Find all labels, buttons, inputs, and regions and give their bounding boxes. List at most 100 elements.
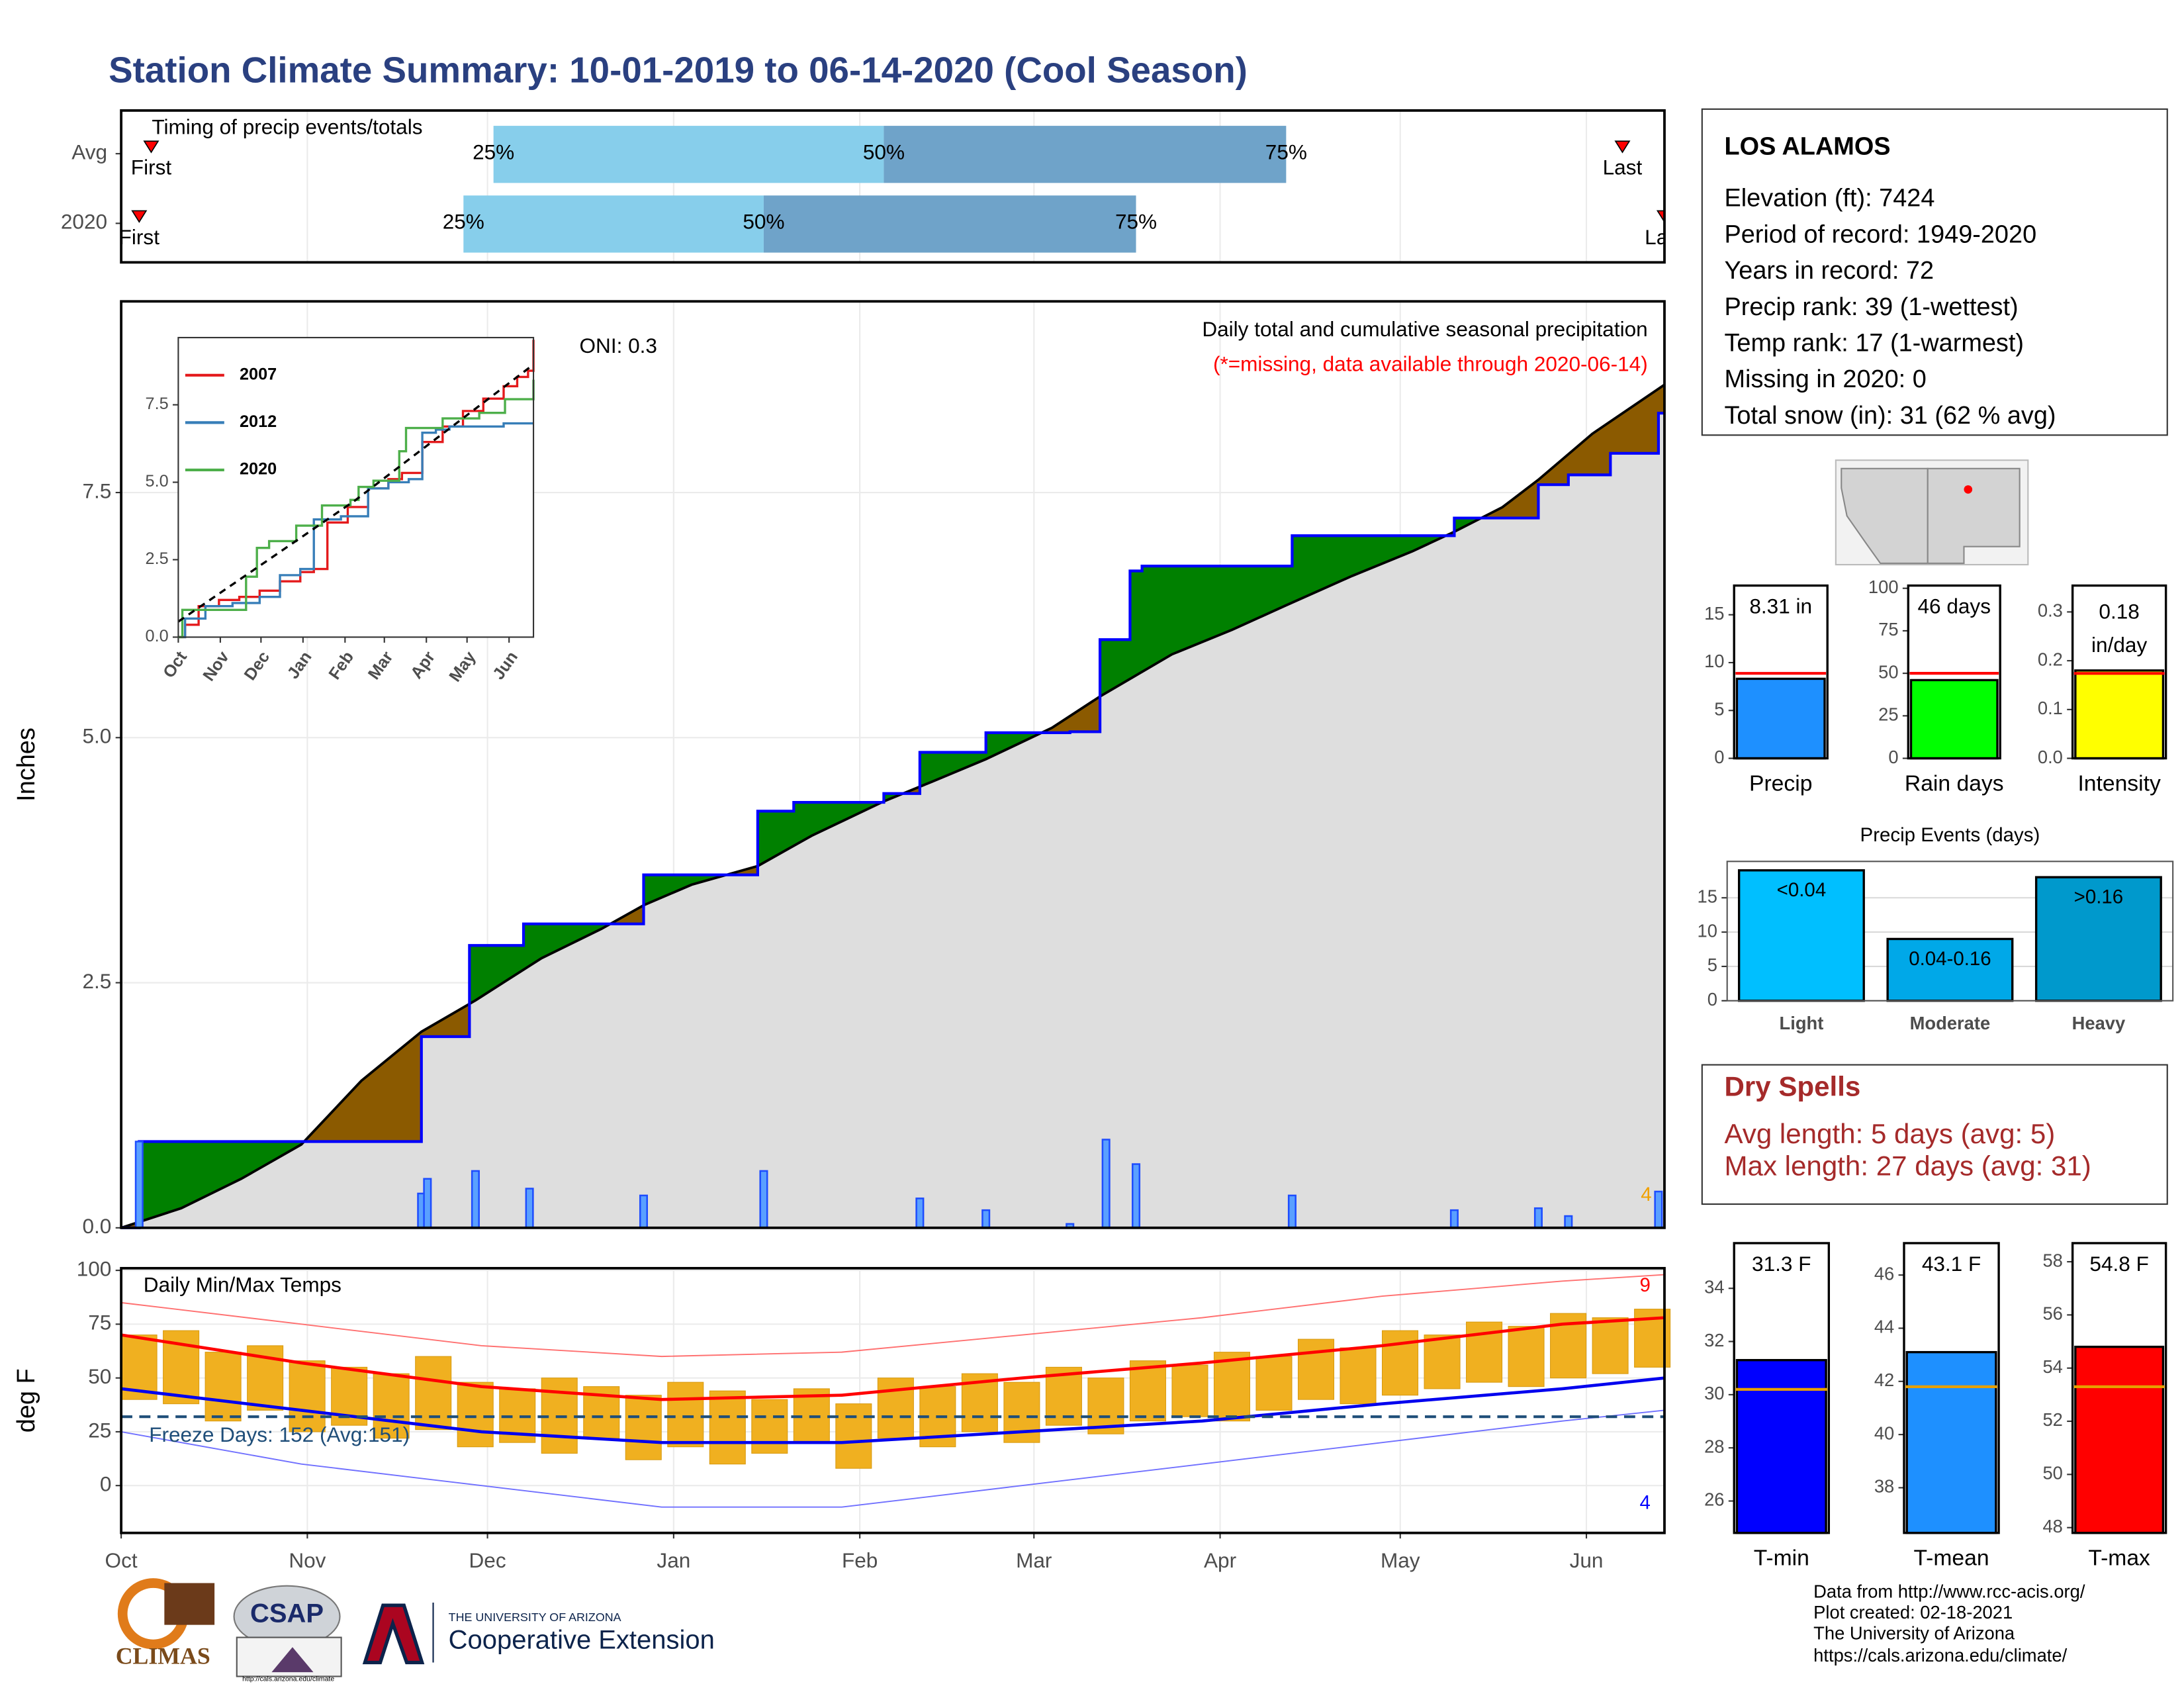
daily-temp-range: [877, 1378, 914, 1439]
freeze-label: Freeze Days: 152 (Avg:151): [149, 1423, 410, 1446]
y-tick-label: 0: [100, 1472, 112, 1496]
bar: [2074, 669, 2165, 760]
legend-label: 2012: [240, 412, 277, 431]
quantile-label: 75%: [1265, 140, 1307, 164]
legend-label: 2020: [240, 460, 277, 479]
panel-border: [1907, 584, 2001, 760]
y-tick-label: 0.1: [2038, 698, 2063, 718]
daily-precip-bar: [1654, 1190, 1663, 1229]
x-tick-label: Jan: [657, 1548, 690, 1572]
timeline-title: Timing of precip events/totals: [152, 115, 422, 139]
station-line: Missing in 2020: 0: [1724, 365, 1926, 393]
daily-temp-range: [835, 1403, 872, 1469]
y-tick-label: 10: [1704, 651, 1724, 671]
y-tick-label: 2.5: [83, 969, 112, 993]
y-tick-label: 38: [1874, 1476, 1894, 1497]
daily-precip-bar: [759, 1170, 768, 1229]
event-label: Last: [1645, 225, 1684, 249]
daily-temp-range: [709, 1390, 746, 1465]
y-tick-label: 15: [1704, 603, 1724, 624]
station-line: Temp rank: 17 (1-warmest): [1724, 330, 2024, 357]
y-tick-label: 50: [1878, 661, 1898, 682]
record-min-line: [120, 1409, 1665, 1508]
y-tick-label: 0.0: [83, 1214, 112, 1238]
station-box-frame: [1701, 108, 2168, 436]
bar: [1909, 679, 1999, 760]
y-axis-label: deg F: [13, 1368, 40, 1432]
end-note: 4: [1641, 1184, 1651, 1205]
panel-border: [1733, 1242, 1831, 1534]
x-tick-label: T-max: [2088, 1546, 2150, 1571]
y-tick-label: 5: [1707, 955, 1717, 975]
y-tick-label: 46: [1874, 1263, 1894, 1284]
average-line: [177, 363, 535, 623]
x-tick-label: Light: [1780, 1013, 1824, 1033]
event-label: First: [119, 225, 160, 249]
y-tick-label: 0.0: [2038, 747, 2063, 767]
daily-temp-range: [625, 1395, 662, 1460]
x-tick-label: Moderate: [1910, 1013, 1991, 1033]
x-tick-label: Rain days: [1905, 771, 2004, 796]
bar-label: <0.04: [1777, 879, 1827, 901]
panel-border: [120, 109, 1666, 264]
quantile-bar: [884, 126, 1287, 183]
daily-precip-bar: [915, 1197, 925, 1229]
common-area: [121, 413, 1664, 1228]
y-tick-label: 54: [2042, 1356, 2062, 1377]
record-max-line: [120, 1274, 1665, 1358]
y-tick-label: 25: [88, 1418, 111, 1442]
chart-title: Daily Min/Max Temps: [144, 1273, 341, 1297]
credit-line: Plot created: 02-18-2021: [1813, 1602, 2013, 1622]
panel-border: [120, 300, 1666, 1229]
csap-logo-text: CSAP: [250, 1599, 324, 1628]
y-tick-label: 7.5: [146, 395, 169, 413]
credits: Data from http://www.rcc-acis.org/ Plot …: [1813, 1581, 2085, 1665]
event-marker: [1614, 140, 1631, 154]
daily-temp-range: [289, 1360, 326, 1432]
quantile-bar: [493, 126, 884, 183]
locator-map: [1835, 459, 2029, 566]
daily-temp-range: [1171, 1364, 1208, 1417]
normal-max-line: [120, 1316, 1665, 1401]
event-marker: [131, 210, 148, 223]
credit-line: The University of Arizona: [1813, 1623, 2015, 1644]
daily-precip-bar: [639, 1194, 649, 1229]
chart-title: Daily total and cumulative seasonal prec…: [1202, 317, 1647, 341]
y-tick-label: 5.0: [83, 724, 112, 748]
y-tick-label: 15: [1698, 886, 1717, 906]
event-marker: [1656, 210, 1664, 223]
daily-temp-range: [1424, 1335, 1461, 1389]
event-label: Last: [1603, 156, 1643, 179]
chart-subtitle: (*=missing, data available through 2020-…: [1213, 352, 1648, 375]
daily-precip-bar: [134, 1141, 144, 1229]
state-shape: [1927, 467, 2021, 564]
x-tick-label: T-min: [1754, 1546, 1809, 1571]
value-label: 43.1 F: [1922, 1252, 1981, 1276]
dry-spells-title: Dry Spells: [1724, 1070, 1860, 1102]
ua-logo-text: THE UNIVERSITY OF ARIZONA: [449, 1611, 621, 1624]
x-tick-label: T-mean: [1913, 1546, 1989, 1571]
quantile-label: 50%: [863, 140, 905, 164]
panel-border: [177, 336, 535, 638]
y-tick-label: 34: [1704, 1276, 1724, 1297]
x-tick-label: Jun: [1570, 1548, 1604, 1572]
daily-temp-range: [751, 1399, 788, 1454]
x-tick-label: Dec: [469, 1548, 506, 1572]
daily-precip-bar: [525, 1188, 534, 1229]
bar: [1737, 869, 1865, 1002]
quantile-label: 75%: [1115, 210, 1157, 234]
y-tick-label: 0.0: [146, 627, 169, 645]
extreme-count: 4: [1640, 1491, 1651, 1513]
value-label: 54.8 F: [2089, 1252, 2148, 1276]
y-tick-label: 44: [1874, 1317, 1894, 1337]
x-tick-label: Precip: [1749, 771, 1812, 796]
y-tick-label: 56: [2042, 1303, 2062, 1324]
y-tick-label: Avg: [71, 140, 107, 164]
y-tick-label: 25: [1878, 704, 1898, 725]
y-tick-label: 10: [1698, 920, 1717, 941]
dry-spells-line: Max length: 27 days (avg: 31): [1724, 1150, 2091, 1181]
station-line: Period of record: 1949-2020: [1724, 220, 2036, 248]
daily-temp-range: [1213, 1352, 1250, 1422]
y-tick-label: 0.2: [2038, 649, 2063, 669]
